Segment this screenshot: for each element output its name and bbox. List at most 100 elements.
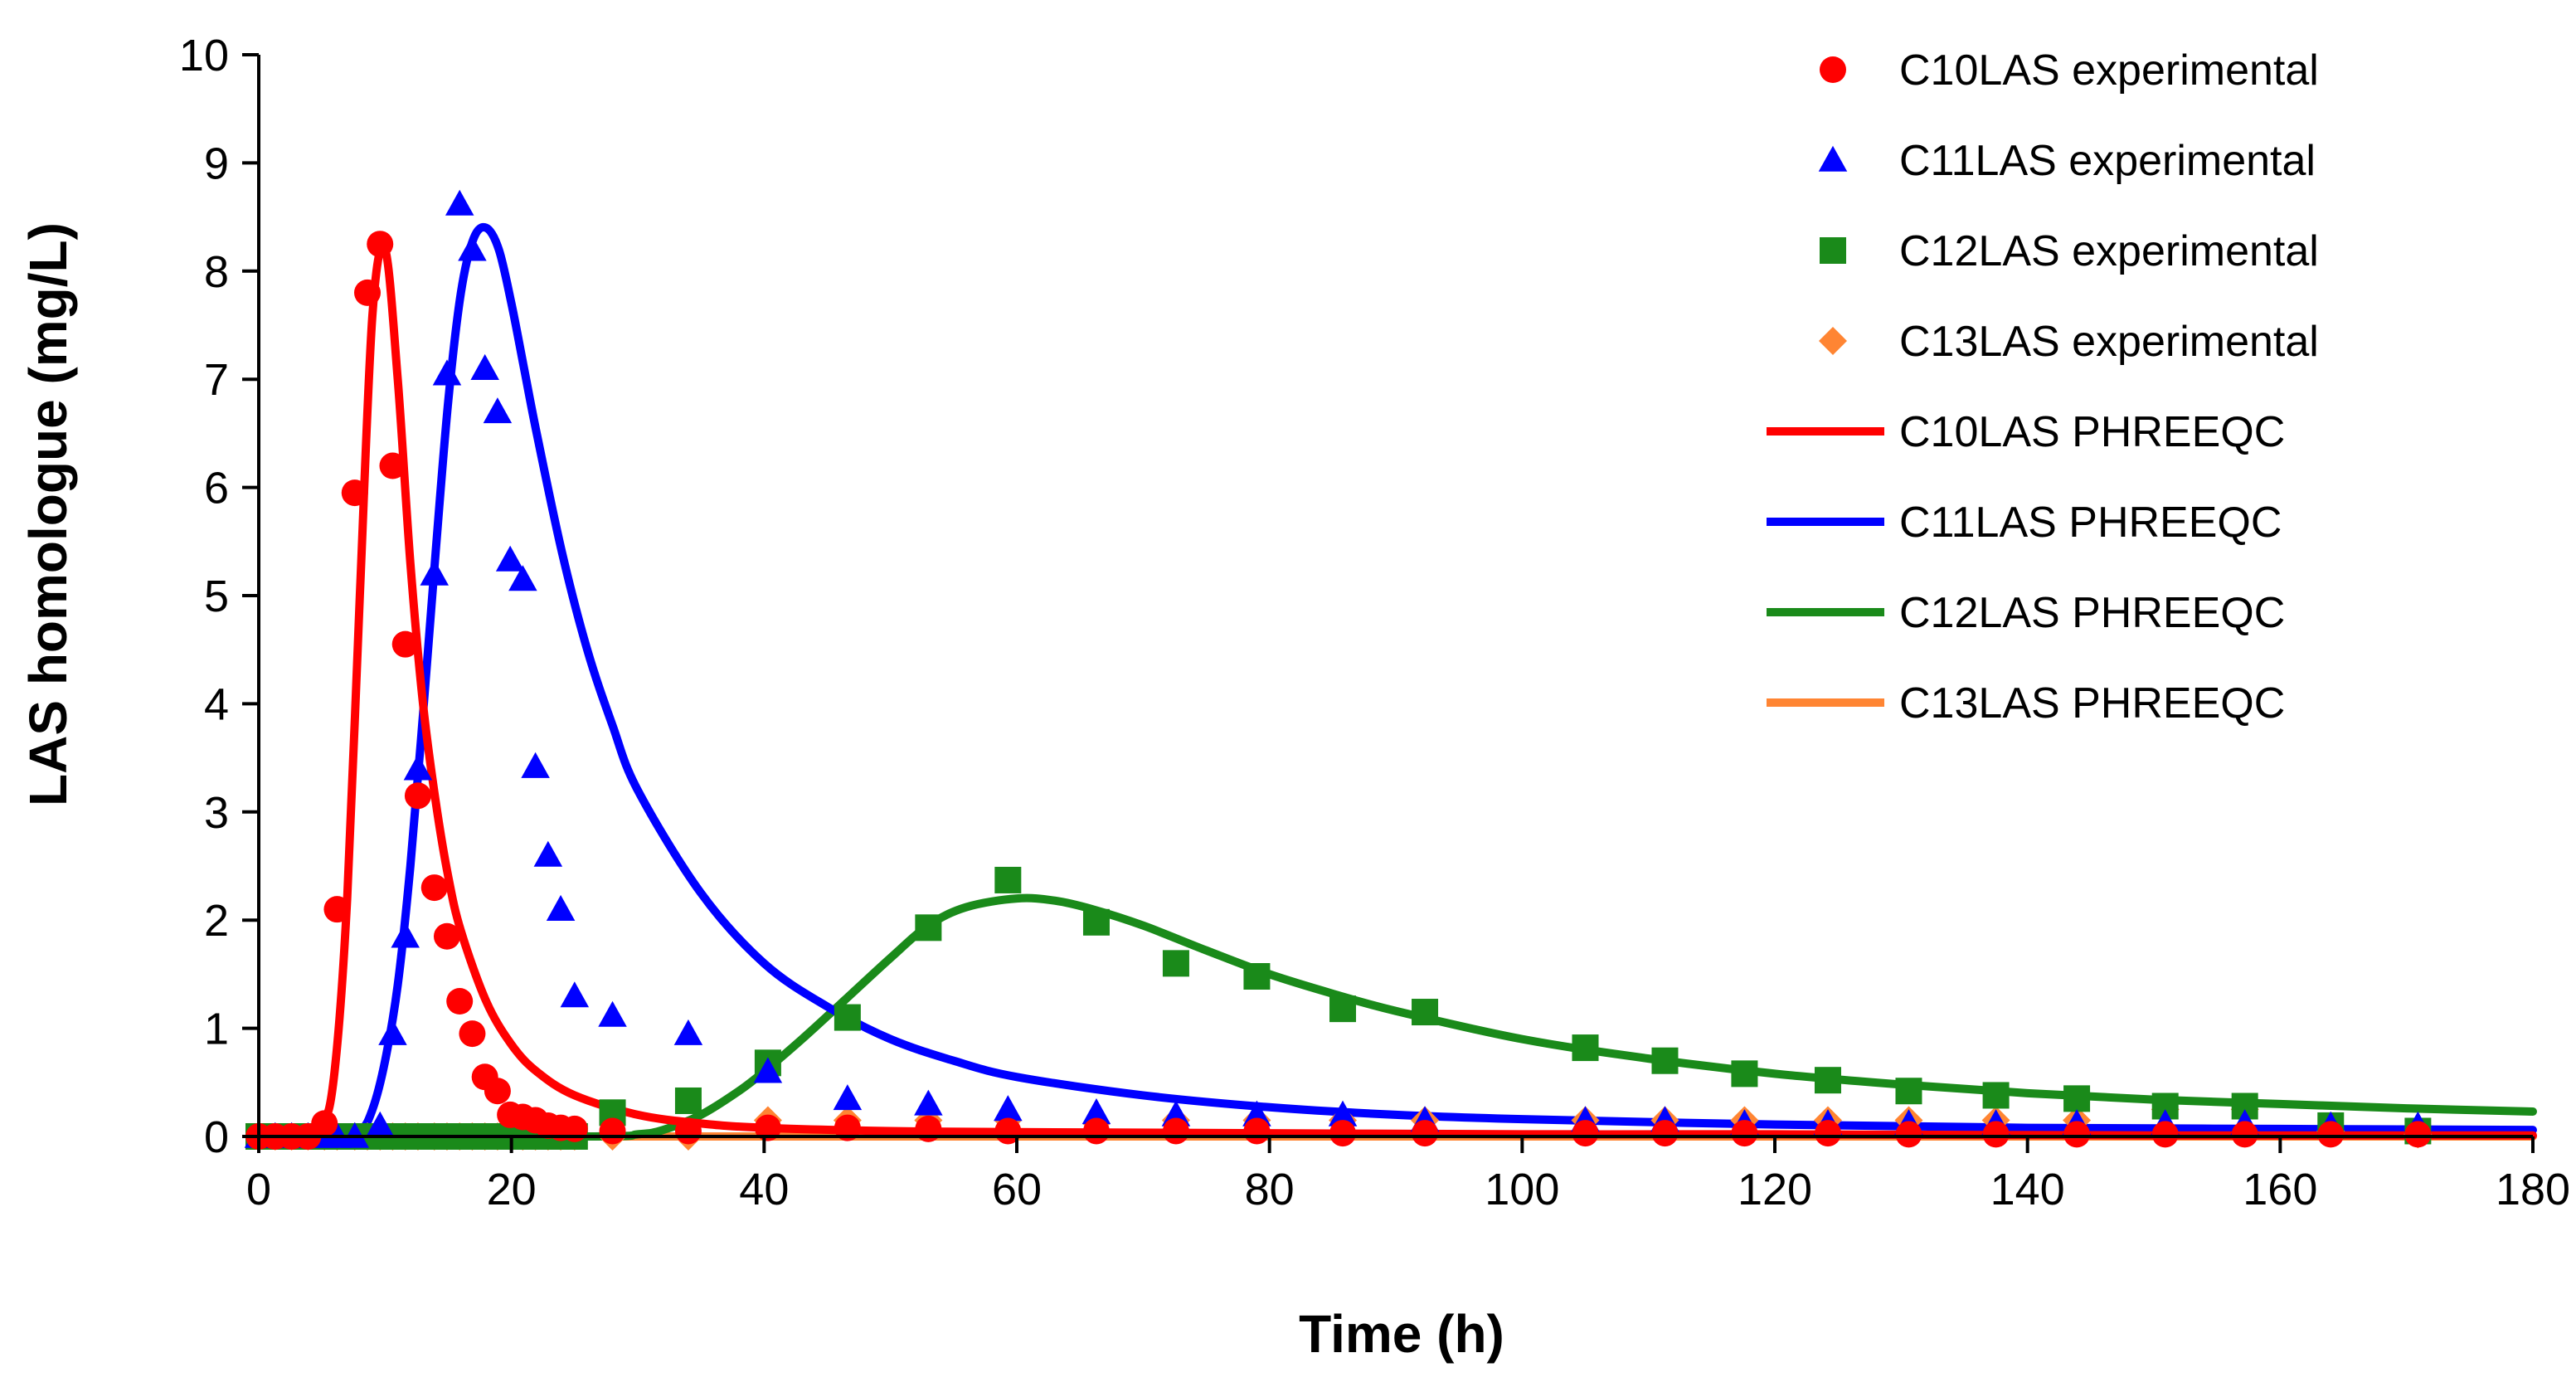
data-point [2404,1121,2432,1148]
legend-label: C13LAS PHREEQC [1899,679,2285,727]
data-point [354,279,382,306]
data-point [1243,963,1271,990]
data-point [379,452,406,479]
x-tick-label: 60 [992,1165,1042,1214]
y-tick-label: 2 [204,896,229,946]
x-tick-label: 100 [1485,1165,1559,1214]
data-point [1651,1047,1679,1074]
x-tick-label: 0 [246,1165,271,1214]
y-tick-label: 3 [204,788,229,838]
data-point [341,479,368,507]
y-tick-label: 1 [204,1005,229,1054]
legend-label: C13LAS experimental [1899,318,2319,366]
data-point [533,840,563,867]
data-point [914,1089,943,1116]
x-tick-label: 20 [487,1165,537,1214]
data-point [1412,999,1439,1026]
data-point [546,894,576,921]
x-tick-label: 120 [1738,1165,1812,1214]
legend-marker [1820,237,1846,264]
data-point [1982,1121,2010,1148]
data-point [521,752,550,778]
y-tick-label: 0 [204,1112,229,1162]
data-point [1082,1117,1110,1145]
legend-marker [1818,145,1848,172]
legend-marker [1819,327,1847,355]
data-point [420,559,449,586]
data-point [1243,1117,1271,1145]
data-point [599,1117,626,1145]
y-tick-label: 9 [204,139,229,188]
legend-label: C11LAS PHREEQC [1899,499,2282,547]
y-tick-label: 5 [204,572,229,621]
data-point [391,922,420,948]
data-point [484,1078,511,1105]
y-tick-label: 4 [204,679,229,729]
data-point [1328,1100,1358,1127]
data-point [1895,1121,1922,1148]
data-point [2151,1121,2179,1148]
data-point [915,914,942,942]
data-point [1814,1067,1841,1094]
data-point [1651,1120,1679,1147]
data-point [994,1095,1023,1122]
data-point [1161,1100,1191,1127]
data-point [420,874,448,902]
data-point [673,1019,703,1045]
data-point [403,754,433,781]
c12las-phreeqc-line [255,893,2537,1141]
data-point [1572,1120,1599,1147]
legend-label: C10LAS PHREEQC [1899,408,2285,456]
legend-label: C12LAS PHREEQC [1899,589,2285,637]
data-point [404,782,431,810]
data-point [391,630,419,658]
data-point [458,235,487,261]
data-point [1412,1120,1439,1147]
data-point [1329,995,1357,1023]
legend-label: C12LAS experimental [1899,227,2319,275]
legend-item: C11LAS experimental [1818,137,2316,185]
data-point [446,988,474,1015]
data-point [311,1110,338,1137]
data-point [560,981,590,1008]
data-point [2231,1121,2258,1148]
legend-marker [1820,56,1846,83]
data-point [1895,1078,1922,1105]
legend-item: C12LAS experimental [1820,227,2319,275]
x-tick-label: 180 [2496,1165,2570,1214]
x-tick-label: 40 [739,1165,789,1214]
legend-label: C11LAS experimental [1899,137,2316,185]
x-axis-title: Time (h) [1299,1304,1504,1364]
data-point [470,353,499,380]
data-point [834,1114,861,1141]
legend-item: C13LAS PHREEQC [1767,679,2285,727]
data-point [433,922,460,950]
data-point [915,1115,942,1142]
data-point [1162,1117,1189,1145]
data-point [1242,1100,1271,1127]
y-tick-label: 10 [179,31,229,80]
legend-item: C10LAS experimental [1820,46,2319,95]
data-point [754,1114,781,1141]
c12las-experimental-points [245,866,2432,1150]
data-point [1329,1120,1357,1147]
data-point [1081,1098,1111,1125]
x-tick-label: 160 [2243,1165,2317,1214]
data-point [367,231,394,258]
y-axis-title: LAS homologue (mg/L) [18,222,78,806]
y-tick-label: 8 [204,247,229,297]
legend-item: C13LAS experimental [1819,318,2319,366]
data-point [365,1111,395,1137]
data-point [445,189,474,216]
data-point [2063,1085,2091,1112]
data-point [561,1115,588,1142]
data-point [1162,950,1189,977]
y-tick-label: 7 [204,355,229,405]
data-point [994,866,1022,893]
x-tick-label: 80 [1245,1165,1295,1214]
data-point [459,1020,486,1048]
data-point [2063,1121,2091,1148]
legend-label: C10LAS experimental [1899,46,2319,95]
